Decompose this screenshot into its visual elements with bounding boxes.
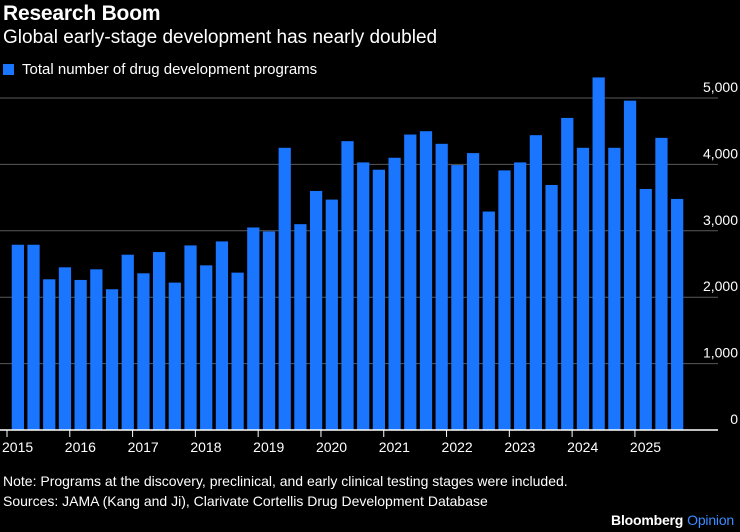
y-tick-label: 2,000 (703, 278, 738, 294)
bar (419, 131, 433, 430)
sources-note: Sources: JAMA (Kang and Ji), Clarivate C… (3, 493, 488, 509)
bar (592, 77, 605, 431)
bar (90, 269, 103, 430)
bar (561, 117, 574, 431)
y-tick-label: 5,000 (703, 79, 738, 95)
y-tick-label: 3,000 (703, 212, 738, 228)
x-tick-label: 2016 (65, 439, 96, 455)
x-tick-label: 2022 (442, 439, 473, 455)
bar (121, 254, 134, 430)
bar (247, 227, 260, 430)
bar (498, 170, 511, 430)
x-tick-label: 2023 (504, 439, 535, 455)
bar (27, 244, 40, 430)
bar (215, 241, 229, 430)
bar (184, 245, 197, 430)
bar (529, 135, 542, 430)
bar (514, 162, 527, 430)
bar (231, 272, 244, 430)
bar (262, 231, 276, 430)
brand-name: Bloomberg (611, 512, 684, 528)
bar (466, 153, 480, 431)
bar (545, 184, 558, 430)
bar (200, 265, 213, 430)
x-tick-label: 2018 (190, 439, 221, 455)
legend-swatch (3, 64, 14, 75)
bar (451, 165, 464, 430)
bar (58, 267, 72, 430)
x-tick-label: 2025 (630, 439, 661, 455)
bar (153, 252, 166, 430)
bar (74, 279, 87, 430)
bar (11, 244, 24, 430)
brand-accent: Opinion (687, 512, 734, 528)
y-tick-label: 0 (730, 411, 738, 427)
y-tick-label: 4,000 (703, 145, 738, 161)
x-tick-label: 2020 (316, 439, 347, 455)
bar (357, 162, 370, 430)
chart-subtitle: Global early-stage development has nearl… (3, 27, 438, 48)
x-tick-label: 2017 (128, 439, 159, 455)
footnote: Note: Programs at the discovery, preclin… (3, 473, 568, 489)
bar (372, 169, 386, 430)
bar (294, 224, 307, 430)
x-tick-label: 2019 (253, 439, 284, 455)
x-tick-label: 2024 (567, 439, 598, 455)
bar (105, 289, 119, 430)
bar (639, 188, 652, 430)
bar (608, 147, 621, 431)
x-tick-label: 2021 (379, 439, 410, 455)
bar (655, 137, 668, 430)
bar (576, 147, 590, 431)
legend: Total number of drug development program… (3, 61, 317, 78)
bar (482, 211, 495, 430)
bar (341, 141, 354, 430)
bar-chart: 0 1,000 2,000 3,000 4,000 5,000 2015 2016 2017 20… (0, 77, 738, 455)
bar (325, 199, 338, 430)
x-tick-label: 2015 (2, 439, 33, 455)
bar (168, 282, 181, 430)
bar (404, 134, 417, 430)
bar (623, 100, 637, 430)
bar (435, 143, 448, 430)
brand-logo: Bloomberg Opinion (611, 512, 734, 528)
bar (671, 198, 684, 430)
chart-title: Research Boom (3, 2, 161, 25)
y-tick-label: 1,000 (703, 345, 738, 361)
legend-label: Total number of drug development program… (22, 61, 318, 78)
bar (137, 273, 150, 430)
bar (309, 190, 323, 430)
bar (278, 147, 291, 431)
bar (43, 279, 56, 430)
bar (388, 157, 401, 430)
